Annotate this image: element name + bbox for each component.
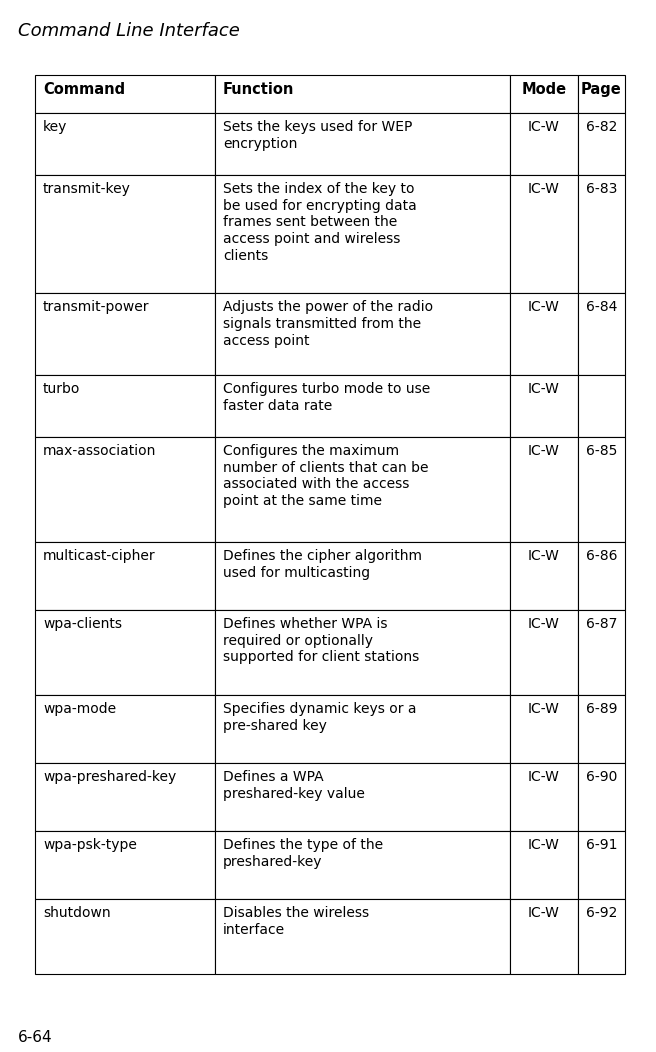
Text: wpa-clients: wpa-clients	[43, 618, 122, 631]
Text: Sets the index of the key to
be used for encrypting data
frames sent between the: Sets the index of the key to be used for…	[223, 182, 417, 263]
Bar	[215, 375, 510, 437]
Bar	[35, 695, 215, 763]
Text: 6-64: 6-64	[18, 1030, 52, 1045]
Text: turbo: turbo	[43, 382, 81, 396]
Bar	[578, 763, 625, 831]
Bar	[215, 75, 510, 113]
Bar	[510, 375, 578, 437]
Bar	[578, 375, 625, 437]
Bar	[510, 175, 578, 294]
Bar	[510, 831, 578, 899]
Bar	[215, 610, 510, 695]
Bar	[35, 294, 215, 375]
Text: IC-W: IC-W	[528, 906, 560, 920]
Bar	[215, 899, 510, 974]
Bar	[578, 175, 625, 294]
Text: Disables the wireless
interface: Disables the wireless interface	[223, 906, 369, 936]
Bar	[215, 437, 510, 542]
Bar	[578, 113, 625, 175]
Text: IC-W: IC-W	[528, 120, 560, 134]
Bar	[35, 113, 215, 175]
Bar	[510, 763, 578, 831]
Text: 6-85: 6-85	[586, 444, 617, 458]
Text: Defines the cipher algorithm
used for multicasting: Defines the cipher algorithm used for mu…	[223, 549, 422, 580]
Bar	[578, 831, 625, 899]
Bar	[35, 831, 215, 899]
Text: transmit-key: transmit-key	[43, 182, 131, 196]
Bar	[215, 113, 510, 175]
Text: Mode: Mode	[522, 82, 566, 97]
Text: 6-82: 6-82	[586, 120, 617, 134]
Bar	[578, 437, 625, 542]
Text: 6-86: 6-86	[586, 549, 617, 563]
Text: transmit-power: transmit-power	[43, 300, 150, 313]
Bar	[510, 542, 578, 610]
Text: Adjusts the power of the radio
signals transmitted from the
access point: Adjusts the power of the radio signals t…	[223, 300, 433, 347]
Bar	[215, 831, 510, 899]
Bar	[510, 75, 578, 113]
Text: shutdown: shutdown	[43, 906, 111, 920]
Bar	[578, 610, 625, 695]
Bar	[35, 375, 215, 437]
Bar	[578, 899, 625, 974]
Text: 6-90: 6-90	[586, 770, 617, 784]
Text: Function: Function	[223, 82, 295, 97]
Bar	[35, 437, 215, 542]
Bar	[510, 695, 578, 763]
Text: wpa-preshared-key: wpa-preshared-key	[43, 770, 176, 784]
Text: multicast-cipher: multicast-cipher	[43, 549, 155, 563]
Text: Sets the keys used for WEP
encryption: Sets the keys used for WEP encryption	[223, 120, 413, 150]
Text: Defines whether WPA is
required or optionally
supported for client stations: Defines whether WPA is required or optio…	[223, 618, 419, 665]
Bar	[215, 763, 510, 831]
Bar	[215, 695, 510, 763]
Text: Page: Page	[581, 82, 622, 97]
Bar	[35, 542, 215, 610]
Text: IC-W: IC-W	[528, 702, 560, 716]
Bar	[35, 75, 215, 113]
Bar	[215, 175, 510, 294]
Text: IC-W: IC-W	[528, 300, 560, 313]
Text: IC-W: IC-W	[528, 382, 560, 396]
Text: IC-W: IC-W	[528, 444, 560, 458]
Bar	[578, 695, 625, 763]
Bar	[35, 610, 215, 695]
Text: 6-89: 6-89	[586, 702, 617, 716]
Bar	[35, 763, 215, 831]
Text: Configures turbo mode to use
faster data rate: Configures turbo mode to use faster data…	[223, 382, 430, 412]
Bar	[510, 899, 578, 974]
Bar	[35, 899, 215, 974]
Text: IC-W: IC-W	[528, 618, 560, 631]
Text: 6-87: 6-87	[586, 618, 617, 631]
Text: Command Line Interface: Command Line Interface	[18, 22, 240, 40]
Bar	[578, 75, 625, 113]
Bar	[35, 175, 215, 294]
Text: Command: Command	[43, 82, 125, 97]
Bar	[510, 437, 578, 542]
Text: IC-W: IC-W	[528, 838, 560, 852]
Text: 6-91: 6-91	[586, 838, 617, 852]
Bar	[215, 294, 510, 375]
Text: wpa-psk-type: wpa-psk-type	[43, 838, 137, 852]
Text: IC-W: IC-W	[528, 770, 560, 784]
Text: Defines a WPA
preshared-key value: Defines a WPA preshared-key value	[223, 770, 365, 801]
Text: max-association: max-association	[43, 444, 156, 458]
Text: key: key	[43, 120, 68, 134]
Text: 6-84: 6-84	[586, 300, 617, 313]
Bar	[215, 542, 510, 610]
Bar	[578, 542, 625, 610]
Text: 6-92: 6-92	[586, 906, 617, 920]
Text: 6-83: 6-83	[586, 182, 617, 196]
Text: IC-W: IC-W	[528, 549, 560, 563]
Bar	[510, 610, 578, 695]
Text: Defines the type of the
preshared-key: Defines the type of the preshared-key	[223, 838, 383, 869]
Bar	[510, 113, 578, 175]
Text: Configures the maximum
number of clients that can be
associated with the access
: Configures the maximum number of clients…	[223, 444, 428, 508]
Text: IC-W: IC-W	[528, 182, 560, 196]
Text: wpa-mode: wpa-mode	[43, 702, 116, 716]
Bar	[510, 294, 578, 375]
Text: Specifies dynamic keys or a
pre-shared key: Specifies dynamic keys or a pre-shared k…	[223, 702, 417, 733]
Bar	[578, 294, 625, 375]
